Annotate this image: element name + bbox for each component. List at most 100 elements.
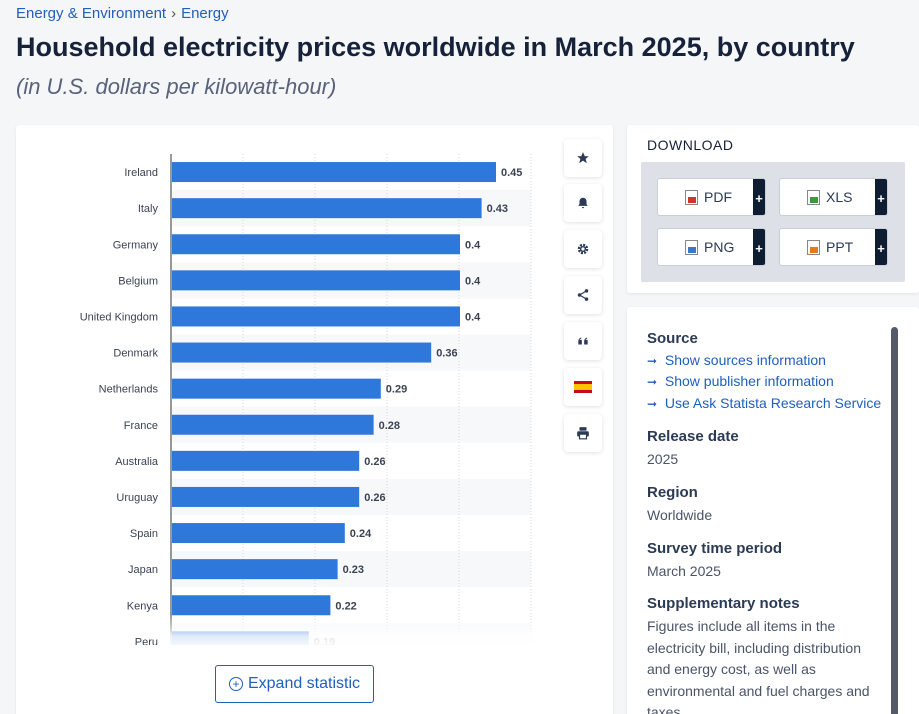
ppt-file-icon (807, 240, 820, 255)
category-tick-label: Kenya (127, 600, 159, 612)
cite-button[interactable] (564, 322, 602, 360)
bar-value-label: 0.24 (350, 528, 372, 540)
category-tick-label: Belgium (118, 275, 158, 287)
bar-value-label: 0.26 (364, 492, 385, 504)
breadcrumb-parent-link[interactable]: Energy & Environment (16, 5, 167, 22)
show-sources-label: Show sources information (664, 352, 826, 368)
arrow-right-icon: ➞ (647, 354, 658, 368)
show-sources-link[interactable]: ➞ Show sources information (647, 352, 826, 368)
share-button[interactable] (564, 276, 602, 314)
share-icon (577, 289, 589, 301)
show-publisher-link[interactable]: ➞ Show publisher information (647, 373, 834, 389)
bar-uruguay[interactable] (172, 486, 360, 507)
print-button[interactable] (564, 414, 602, 452)
info-scrollbar[interactable] (891, 327, 898, 714)
bar-france[interactable] (172, 414, 374, 435)
bar-chart: Ireland 0.45 Italy 0.43 Germany 0.4 Belgium 0.4… (80, 154, 532, 645)
category-tick-label: Netherlands (99, 384, 159, 396)
page-subtitle: (in U.S. dollars per kilowatt-hour) (16, 74, 337, 99)
download-pdf-label: PDF (704, 189, 732, 205)
download-png-label: PNG (704, 239, 735, 255)
bell-icon (578, 197, 588, 209)
notification-button[interactable] (564, 184, 602, 222)
bar-denmark[interactable] (172, 342, 432, 363)
download-png-button[interactable]: PNG + (657, 228, 766, 266)
bar-netherlands[interactable] (172, 378, 381, 399)
breadcrumb-separator: › (171, 5, 177, 22)
bar-value-label: 0.45 (501, 167, 522, 179)
page-title: Household electricity prices worldwide i… (16, 32, 855, 62)
bar-value-label: 0.4 (465, 239, 481, 251)
png-file-icon (685, 240, 698, 255)
download-ppt-plus[interactable]: + (875, 229, 887, 265)
region-value: Worldwide (647, 507, 713, 523)
supplementary-notes-text: Figures include all items in the electri… (647, 618, 870, 714)
bar-australia[interactable] (172, 450, 360, 471)
expand-statistic-label: Expand statistic (247, 675, 361, 692)
breadcrumb: Energy & Environment › Energy (16, 5, 229, 22)
category-tick-label: Japan (128, 564, 158, 576)
bar-value-label: 0.29 (386, 384, 407, 396)
download-ppt-label: PPT (826, 239, 854, 255)
release-date-heading: Release date (647, 428, 739, 445)
download-png-plus[interactable]: + (753, 229, 765, 265)
category-tick-label: United Kingdom (80, 311, 158, 323)
category-tick-label: France (124, 420, 158, 432)
category-tick-label: Ireland (124, 167, 158, 179)
supplementary-notes-heading: Supplementary notes (647, 595, 800, 612)
bar-value-label: 0.4 (465, 275, 481, 287)
bar-value-label: 0.26 (364, 456, 385, 468)
bar-value-label: 0.36 (436, 348, 457, 360)
show-publisher-label: Show publisher information (664, 373, 834, 389)
region-heading: Region (647, 484, 698, 501)
bar-value-label: 0.19 (314, 636, 335, 645)
info-card (627, 307, 919, 714)
expand-statistic-button[interactable]: + Expand statistic (215, 665, 374, 703)
ask-statista-link[interactable]: ➞ Use Ask Statista Research Service (647, 395, 881, 411)
bar-japan[interactable] (172, 559, 338, 580)
gear-icon (577, 243, 589, 255)
bar-united-kingdom[interactable] (172, 306, 460, 327)
bar-value-label: 0.22 (335, 600, 356, 612)
favorite-button[interactable] (564, 139, 602, 177)
category-tick-label: Peru (135, 636, 158, 645)
bar-peru[interactable] (172, 631, 309, 645)
language-button[interactable] (564, 368, 602, 406)
release-date-value: 2025 (647, 451, 679, 467)
settings-button[interactable] (564, 230, 602, 268)
breadcrumb-current-link[interactable]: Energy (181, 5, 229, 22)
bar-belgium[interactable] (172, 270, 460, 291)
star-icon (577, 152, 589, 164)
arrow-right-icon: ➞ (647, 375, 658, 389)
download-xls-plus[interactable]: + (875, 179, 887, 215)
plus-circle-icon: + (228, 677, 243, 691)
bar-value-label: 0.28 (379, 420, 400, 432)
pdf-file-icon (685, 190, 698, 205)
category-tick-label: Denmark (113, 348, 158, 360)
printer-icon (577, 427, 589, 440)
category-tick-label: Australia (115, 456, 159, 468)
category-tick-label: Spain (130, 528, 158, 540)
bar-value-label: 0.23 (343, 564, 364, 576)
download-xls-button[interactable]: XLS + (779, 178, 888, 216)
quote-icon (578, 337, 588, 345)
bar-value-label: 0.4 (465, 311, 481, 323)
xls-file-icon (807, 190, 820, 205)
category-tick-label: Italy (138, 203, 159, 215)
bar-kenya[interactable] (172, 595, 331, 616)
source-heading: Source (647, 330, 698, 347)
download-xls-label: XLS (826, 189, 853, 205)
survey-period-heading: Survey time period (647, 540, 783, 557)
download-pdf-plus[interactable]: + (753, 179, 765, 215)
bar-ireland[interactable] (172, 162, 496, 183)
download-ppt-button[interactable]: PPT + (779, 228, 888, 266)
arrow-right-icon: ➞ (647, 397, 658, 411)
bar-spain[interactable] (172, 523, 345, 544)
category-tick-label: Germany (113, 239, 159, 251)
bar-italy[interactable] (172, 198, 482, 219)
bar-germany[interactable] (172, 234, 460, 255)
download-pdf-button[interactable]: PDF + (657, 178, 766, 216)
download-title: DOWNLOAD (647, 137, 734, 153)
bar-value-label: 0.43 (487, 203, 508, 215)
ask-statista-label: Use Ask Statista Research Service (664, 395, 882, 411)
